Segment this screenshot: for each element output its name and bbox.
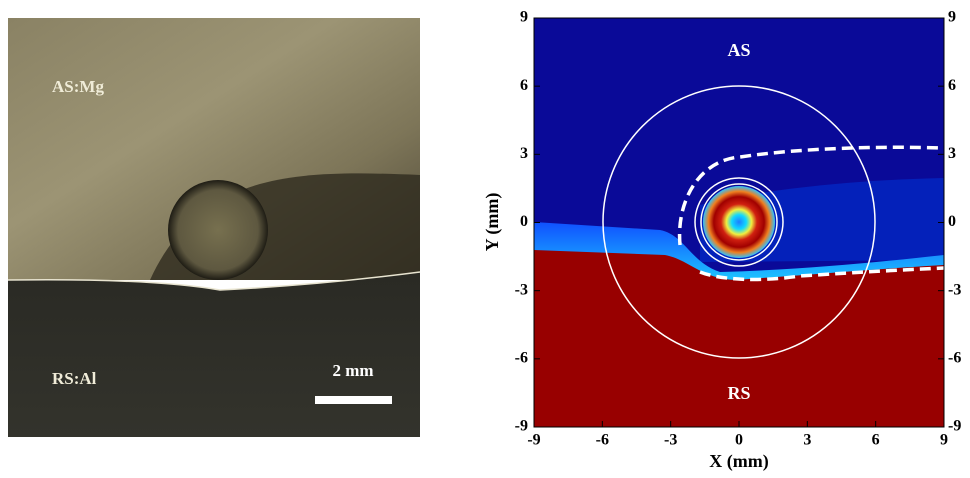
y-axis-label: Y (mm) [482, 193, 503, 252]
y-tick-label: -3 [515, 281, 528, 298]
scale-bar [315, 396, 392, 404]
y2-tick-label: 9 [948, 9, 956, 26]
as-label: AS [727, 40, 750, 60]
tool-mark [168, 180, 268, 280]
micrograph: AS:Mg RS:Al 2 mm [8, 18, 420, 437]
y2-tick-label: -6 [948, 350, 961, 367]
tool-field [703, 186, 775, 258]
x-tick-label: -6 [596, 432, 609, 449]
y2-tick-label: 3 [948, 145, 956, 162]
y2-tick-label: -3 [948, 281, 961, 298]
x-tick-label: 9 [940, 432, 948, 449]
rs-label: RS [727, 383, 750, 403]
x-tick-label: 3 [803, 432, 811, 449]
contour-field [534, 18, 944, 427]
x-axis-label: X (mm) [709, 451, 768, 472]
x-tick-label: 0 [735, 432, 743, 449]
x-tick-label: 6 [872, 432, 880, 449]
y2-tick-label: -9 [948, 418, 961, 435]
page: {"micrograph": {"top_label": "AS:Mg", "b… [0, 0, 970, 473]
x-tick-label: -3 [664, 432, 677, 449]
al-label: RS:Al [52, 369, 97, 388]
y-tick-label: -6 [515, 350, 528, 367]
y-tick-label: -9 [515, 418, 528, 435]
y-tick-label: 0 [520, 213, 528, 230]
scale-label: 2 mm [332, 361, 373, 380]
y-tick-label: 3 [520, 145, 528, 162]
x-tick-label: -9 [527, 432, 540, 449]
y-tick-label: 9 [520, 9, 528, 26]
al-region [8, 272, 420, 437]
y2-tick-label: 0 [948, 213, 956, 230]
y2-tick-label: 6 [948, 77, 956, 94]
figure: AS:Mg RS:Al 2 mm AS RS X (mm) Y (mm) -9-… [0, 0, 970, 473]
mg-label: AS:Mg [52, 77, 104, 96]
y-tick-label: 6 [520, 77, 528, 94]
